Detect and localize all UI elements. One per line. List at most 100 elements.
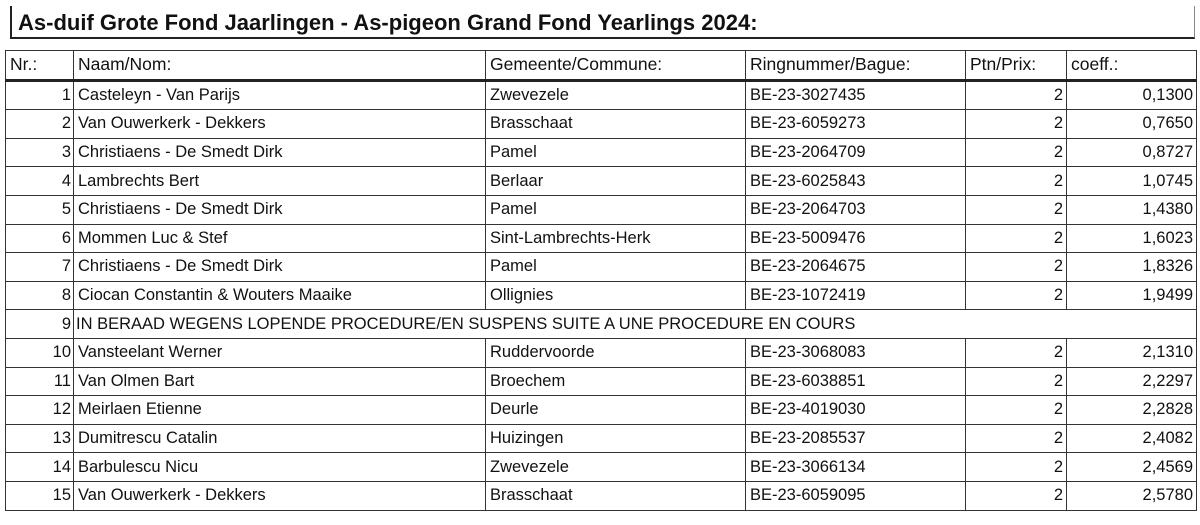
cell-coeff: 2,2828 [1066,395,1197,425]
cell-name: Christiaens - De Smedt Dirk [73,252,486,282]
cell-prize: 2 [965,280,1067,311]
cell-prize: 2 [965,223,1067,254]
cell-nr: 4 [5,166,74,196]
cell-ring: BE-23-2064675 [745,252,966,282]
cell-commune: Pamel [485,252,746,282]
cell-ring: BE-23-3027435 [745,79,966,111]
table-row: 11 Van Olmen Bart Broechem BE-23-6038851 2 2,… [5,366,1197,397]
cell-name: Meirlaen Etienne [73,395,486,425]
cell-commune: Brasschaat [485,480,746,511]
cell-name: Vansteelant Werner [73,337,486,368]
cell-ring: BE-23-6059273 [745,109,966,139]
table-row: 14 Barbulescu Nicu Zwevezele BE-23-3066134 2… [5,452,1197,482]
cell-name: Van Olmen Bart [73,366,486,397]
table-row: 4 Lambrechts Bert Berlaar BE-23-6025843 2 1,0… [5,166,1197,196]
cell-coeff: 0,1300 [1066,79,1197,111]
table-row: 7 Christiaens - De Smedt Dirk Pamel BE-23-2… [5,252,1197,282]
cell-commune: Ollignies [485,280,746,311]
cell-ring: BE-23-5009476 [745,223,966,254]
cell-ring: BE-23-6059095 [745,480,966,511]
cell-ring: BE-23-2064703 [745,194,966,225]
cell-nr: 13 [5,423,74,454]
header-ring: Ringnummer/Bague: [745,50,966,82]
cell-coeff: 1,8326 [1066,252,1197,282]
table-row: 12 Meirlaen Etienne Deurle BE-23-4019030 2 2,… [5,395,1197,425]
header-coeff: coeff.: [1066,50,1197,82]
cell-prize: 2 [965,423,1067,454]
cell-prize: 2 [965,137,1067,168]
cell-prize: 2 [965,109,1067,139]
cell-ring: BE-23-6038851 [745,366,966,397]
cell-note: IN BERAAD WEGENS LOPENDE PROCEDURE/EN SU… [73,309,1197,339]
cell-prize: 2 [965,166,1067,196]
cell-name: Christiaens - De Smedt Dirk [73,137,486,168]
cell-name: Mommen Luc & Stef [73,223,486,254]
cell-nr: 2 [5,109,74,139]
table-row: 1 Casteleyn - Van Parijs Zwevezele BE-23-30… [5,79,1197,111]
cell-commune: Broechem [485,366,746,397]
cell-name: Lambrechts Bert [73,166,486,196]
cell-prize: 2 [965,194,1067,225]
table-row: 6 Mommen Luc & Stef Sint-Lambrechts-Herk BE… [5,223,1197,254]
cell-coeff: 2,4569 [1066,452,1197,482]
cell-coeff: 1,6023 [1066,223,1197,254]
cell-prize: 2 [965,337,1067,368]
cell-nr: 14 [5,452,74,482]
cell-commune: Huizingen [485,423,746,454]
cell-nr: 8 [5,280,74,311]
header-prize: Ptn/Prix: [965,50,1067,82]
cell-nr: 9 [5,309,74,339]
cell-commune: Pamel [485,137,746,168]
cell-ring: BE-23-6025843 [745,166,966,196]
cell-nr: 10 [5,337,74,368]
header-row: Nr.: Naam/Nom: Gemeente/Commune: Ringnum… [5,50,1197,82]
cell-name: Casteleyn - Van Parijs [73,79,486,111]
cell-name: Ciocan Constantin & Wouters Maaike [73,280,486,311]
table-row: 15 Van Ouwerkerk - Dekkers Brasschaat BE-23… [5,480,1197,511]
cell-name: Christiaens - De Smedt Dirk [73,194,486,225]
cell-commune: Sint-Lambrechts-Herk [485,223,746,254]
cell-prize: 2 [965,452,1067,482]
table-row: 9 IN BERAAD WEGENS LOPENDE PROCEDURE/EN S… [5,309,1197,339]
cell-coeff: 2,5780 [1066,480,1197,511]
cell-prize: 2 [965,395,1067,425]
table-row: 10 Vansteelant Werner Ruddervoorde BE-23-30… [5,337,1197,368]
cell-name: Van Ouwerkerk - Dekkers [73,480,486,511]
cell-commune: Ruddervoorde [485,337,746,368]
cell-prize: 2 [965,79,1067,111]
cell-ring: BE-23-1072419 [745,280,966,311]
cell-prize: 2 [965,366,1067,397]
cell-nr: 12 [5,395,74,425]
cell-nr: 3 [5,137,74,168]
header-nr: Nr.: [5,50,74,82]
cell-coeff: 0,8727 [1066,137,1197,168]
results-table: Nr.: Naam/Nom: Gemeente/Commune: Ringnum… [5,50,1197,511]
cell-nr: 5 [5,194,74,225]
cell-coeff: 1,0745 [1066,166,1197,196]
cell-commune: Zwevezele [485,79,746,111]
cell-prize: 2 [965,252,1067,282]
cell-nr: 15 [5,480,74,511]
cell-commune: Berlaar [485,166,746,196]
cell-name: Van Ouwerkerk - Dekkers [73,109,486,139]
cell-nr: 7 [5,252,74,282]
header-name: Naam/Nom: [73,50,486,82]
cell-ring: BE-23-3068083 [745,337,966,368]
cell-prize: 2 [965,480,1067,511]
cell-ring: BE-23-4019030 [745,395,966,425]
cell-ring: BE-23-3066134 [745,452,966,482]
cell-commune: Pamel [485,194,746,225]
cell-nr: 1 [5,79,74,111]
cell-coeff: 1,4380 [1066,194,1197,225]
table-row: 13 Dumitrescu Catalin Huizingen BE-23-20855… [5,423,1197,454]
cell-coeff: 2,2297 [1066,366,1197,397]
table-row: 5 Christiaens - De Smedt Dirk Pamel BE-23-2… [5,194,1197,225]
cell-name: Barbulescu Nicu [73,452,486,482]
page-title: As-duif Grote Fond Jaarlingen - As-pigeo… [10,6,1195,39]
cell-ring: BE-23-2085537 [745,423,966,454]
cell-name: Dumitrescu Catalin [73,423,486,454]
table-row: 2 Van Ouwerkerk - Dekkers Brasschaat BE-23-… [5,109,1197,139]
cell-commune: Deurle [485,395,746,425]
cell-coeff: 2,1310 [1066,337,1197,368]
cell-nr: 11 [5,366,74,397]
